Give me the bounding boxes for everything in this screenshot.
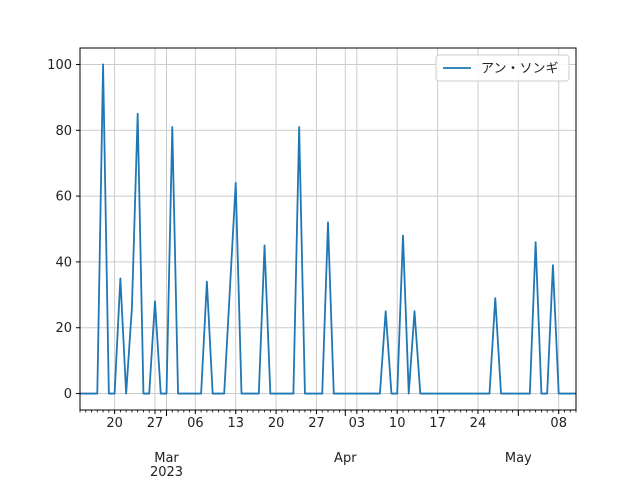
x-tick-label: 10 <box>389 416 406 431</box>
y-tick-label: 20 <box>55 321 72 336</box>
y-tick-label: 80 <box>55 124 72 139</box>
legend-box <box>435 54 570 82</box>
x-tick-label: 27 <box>308 416 325 431</box>
series-line <box>80 63 576 395</box>
series-layer <box>80 63 576 395</box>
grid-lines <box>80 48 576 410</box>
x-major-tick-year-label: 2023 <box>150 465 183 480</box>
y-tick-label: 100 <box>47 58 72 73</box>
x-tick-label: 24 <box>470 416 487 431</box>
y-axis: 0 20 40 60 80 100 <box>47 58 80 402</box>
y-tick-label: 40 <box>55 255 72 270</box>
x-major-tick-label: May <box>505 451 532 466</box>
legend: アン・ソンギ <box>435 54 570 82</box>
x-tick-label: 20 <box>106 416 123 431</box>
x-tick-label: 13 <box>227 416 244 431</box>
y-tick-label: 60 <box>55 190 72 205</box>
x-tick-label: 06 <box>187 416 204 431</box>
x-tick-label: 03 <box>349 416 366 431</box>
y-tick-label: 0 <box>64 387 72 402</box>
x-tick-label: 08 <box>550 416 567 431</box>
x-tick-label: 17 <box>429 416 446 431</box>
legend-label: アン・ソンギ <box>481 62 558 77</box>
x-major-tick-label: Mar <box>154 451 179 466</box>
x-tick-label: 20 <box>268 416 285 431</box>
x-major-tick-label: Apr <box>334 451 357 466</box>
x-tick-label: 27 <box>147 416 164 431</box>
